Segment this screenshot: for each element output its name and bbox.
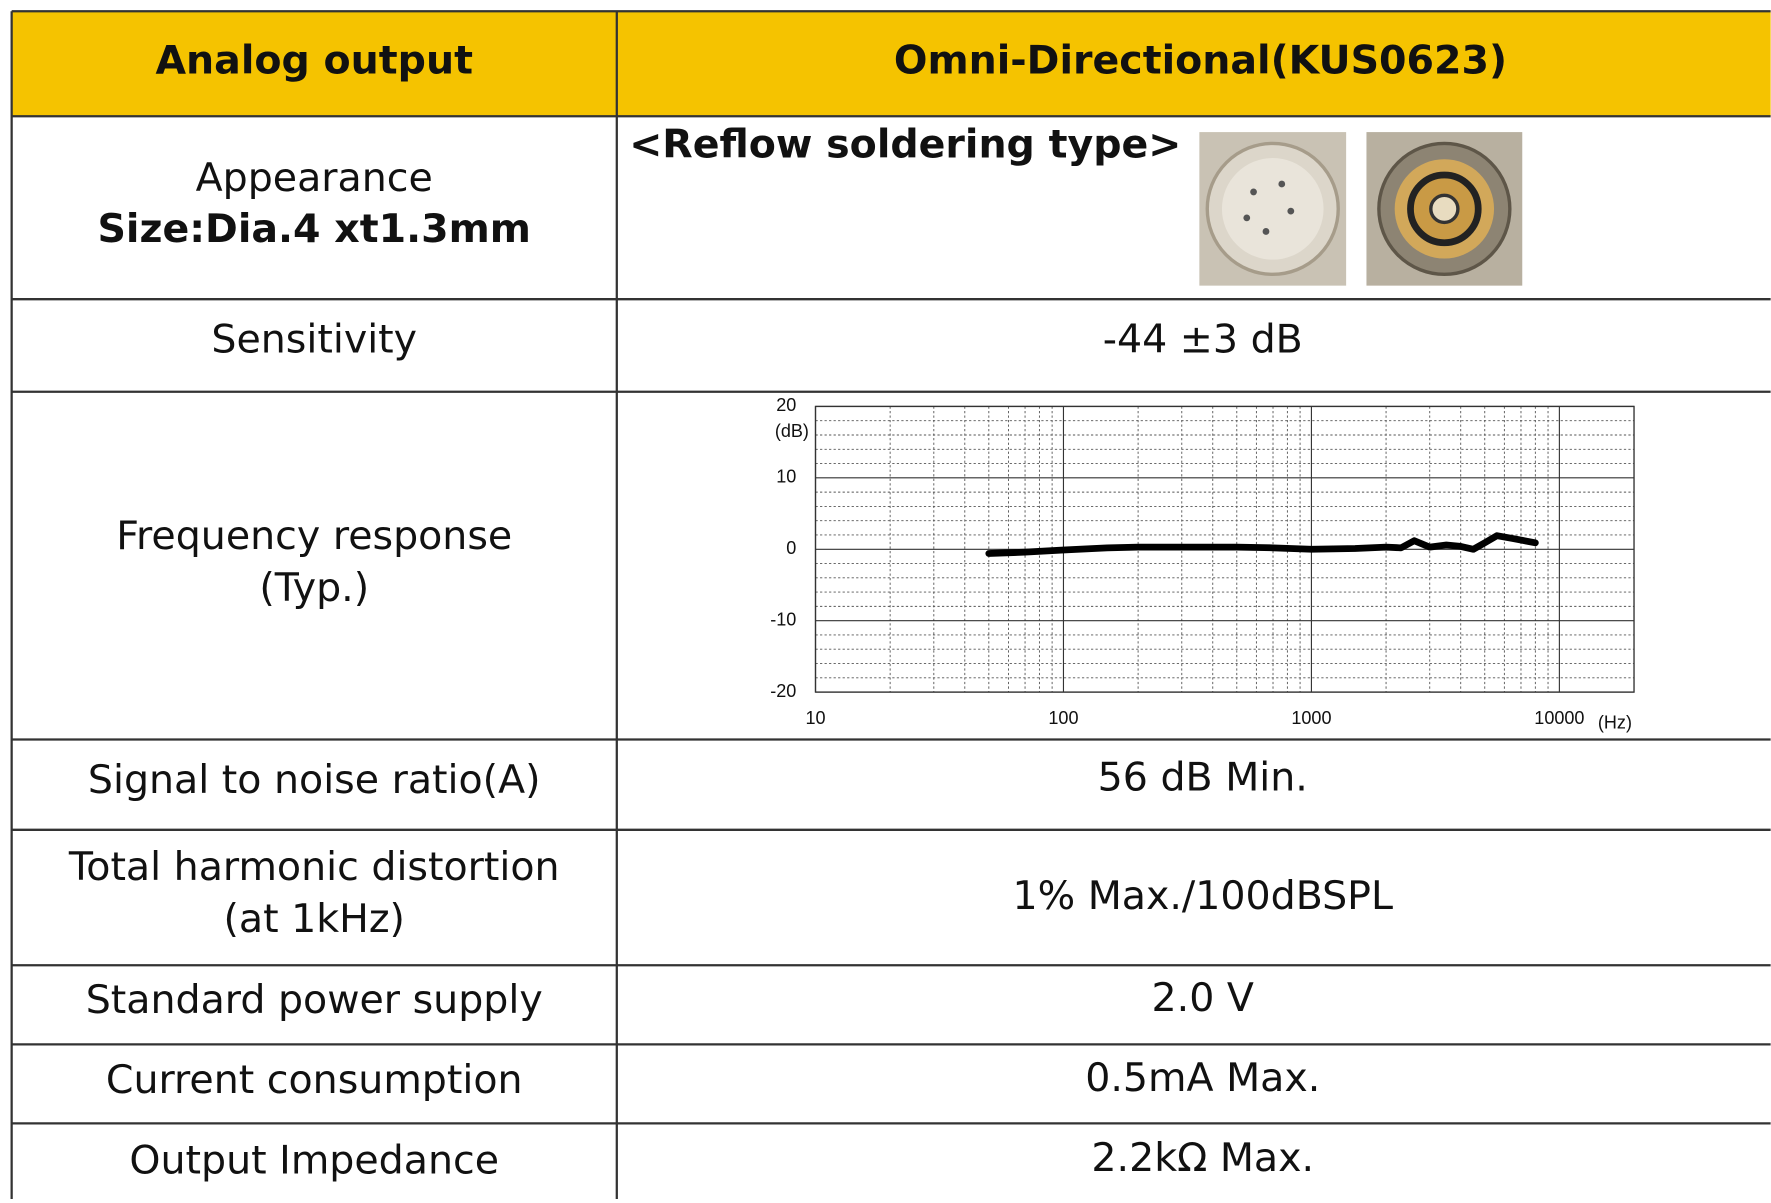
header-cell: Omni-Directional(KUS0623): [894, 38, 1507, 84]
x-tick-label: 10000: [1534, 708, 1584, 728]
x-tick-label: 100: [1048, 708, 1078, 728]
row-value: 0.5mA Max.: [1085, 1055, 1320, 1101]
row-value: 1% Max./100dBSPL: [1012, 873, 1393, 919]
product-photo: [1366, 132, 1522, 286]
x-tick-label: 1000: [1291, 708, 1331, 728]
row-label: Sensitivity: [211, 317, 417, 363]
row-label: Standard power supply: [86, 977, 543, 1023]
row-label: Appearance: [196, 155, 433, 201]
row-sublabel: (at 1kHz): [223, 896, 405, 942]
page: Analog output Omni-Directional(KUS0623) …: [0, 0, 1771, 1199]
spec-sheet: Analog output Omni-Directional(KUS0623) …: [0, 0, 1771, 1199]
row-value: 2.0 V: [1152, 975, 1254, 1021]
row-value: -44 ±3 dB: [1103, 317, 1303, 363]
header-cell: Analog output: [155, 38, 472, 84]
y-tick-label: 10: [776, 467, 796, 487]
row-value: <Reflow soldering type>: [629, 121, 1181, 167]
product-photo: [1199, 132, 1346, 286]
row-label: Current consumption: [106, 1057, 523, 1103]
row-sublabel: (Typ.): [259, 565, 369, 611]
y-axis-label: (dB): [775, 421, 809, 441]
row-label: Output Impedance: [129, 1137, 499, 1183]
x-tick-label: 10: [805, 708, 825, 728]
row-sublabel: Size:Dia.4 xt1.3mm: [97, 206, 530, 252]
row-value: 2.2kΩ Max.: [1091, 1135, 1314, 1181]
response-line: [989, 536, 1536, 554]
row-label: Total harmonic distortion: [68, 844, 560, 890]
x-axis-label: (Hz): [1598, 712, 1632, 732]
row-value: 56 dB Min.: [1098, 755, 1308, 801]
row-label: Signal to noise ratio(A): [88, 757, 541, 803]
y-tick-label: 20: [776, 395, 796, 415]
y-tick-label: -20: [770, 681, 796, 701]
y-tick-label: -10: [770, 609, 796, 629]
row-label: Frequency response: [116, 513, 512, 559]
y-tick-label: 0: [786, 538, 796, 558]
